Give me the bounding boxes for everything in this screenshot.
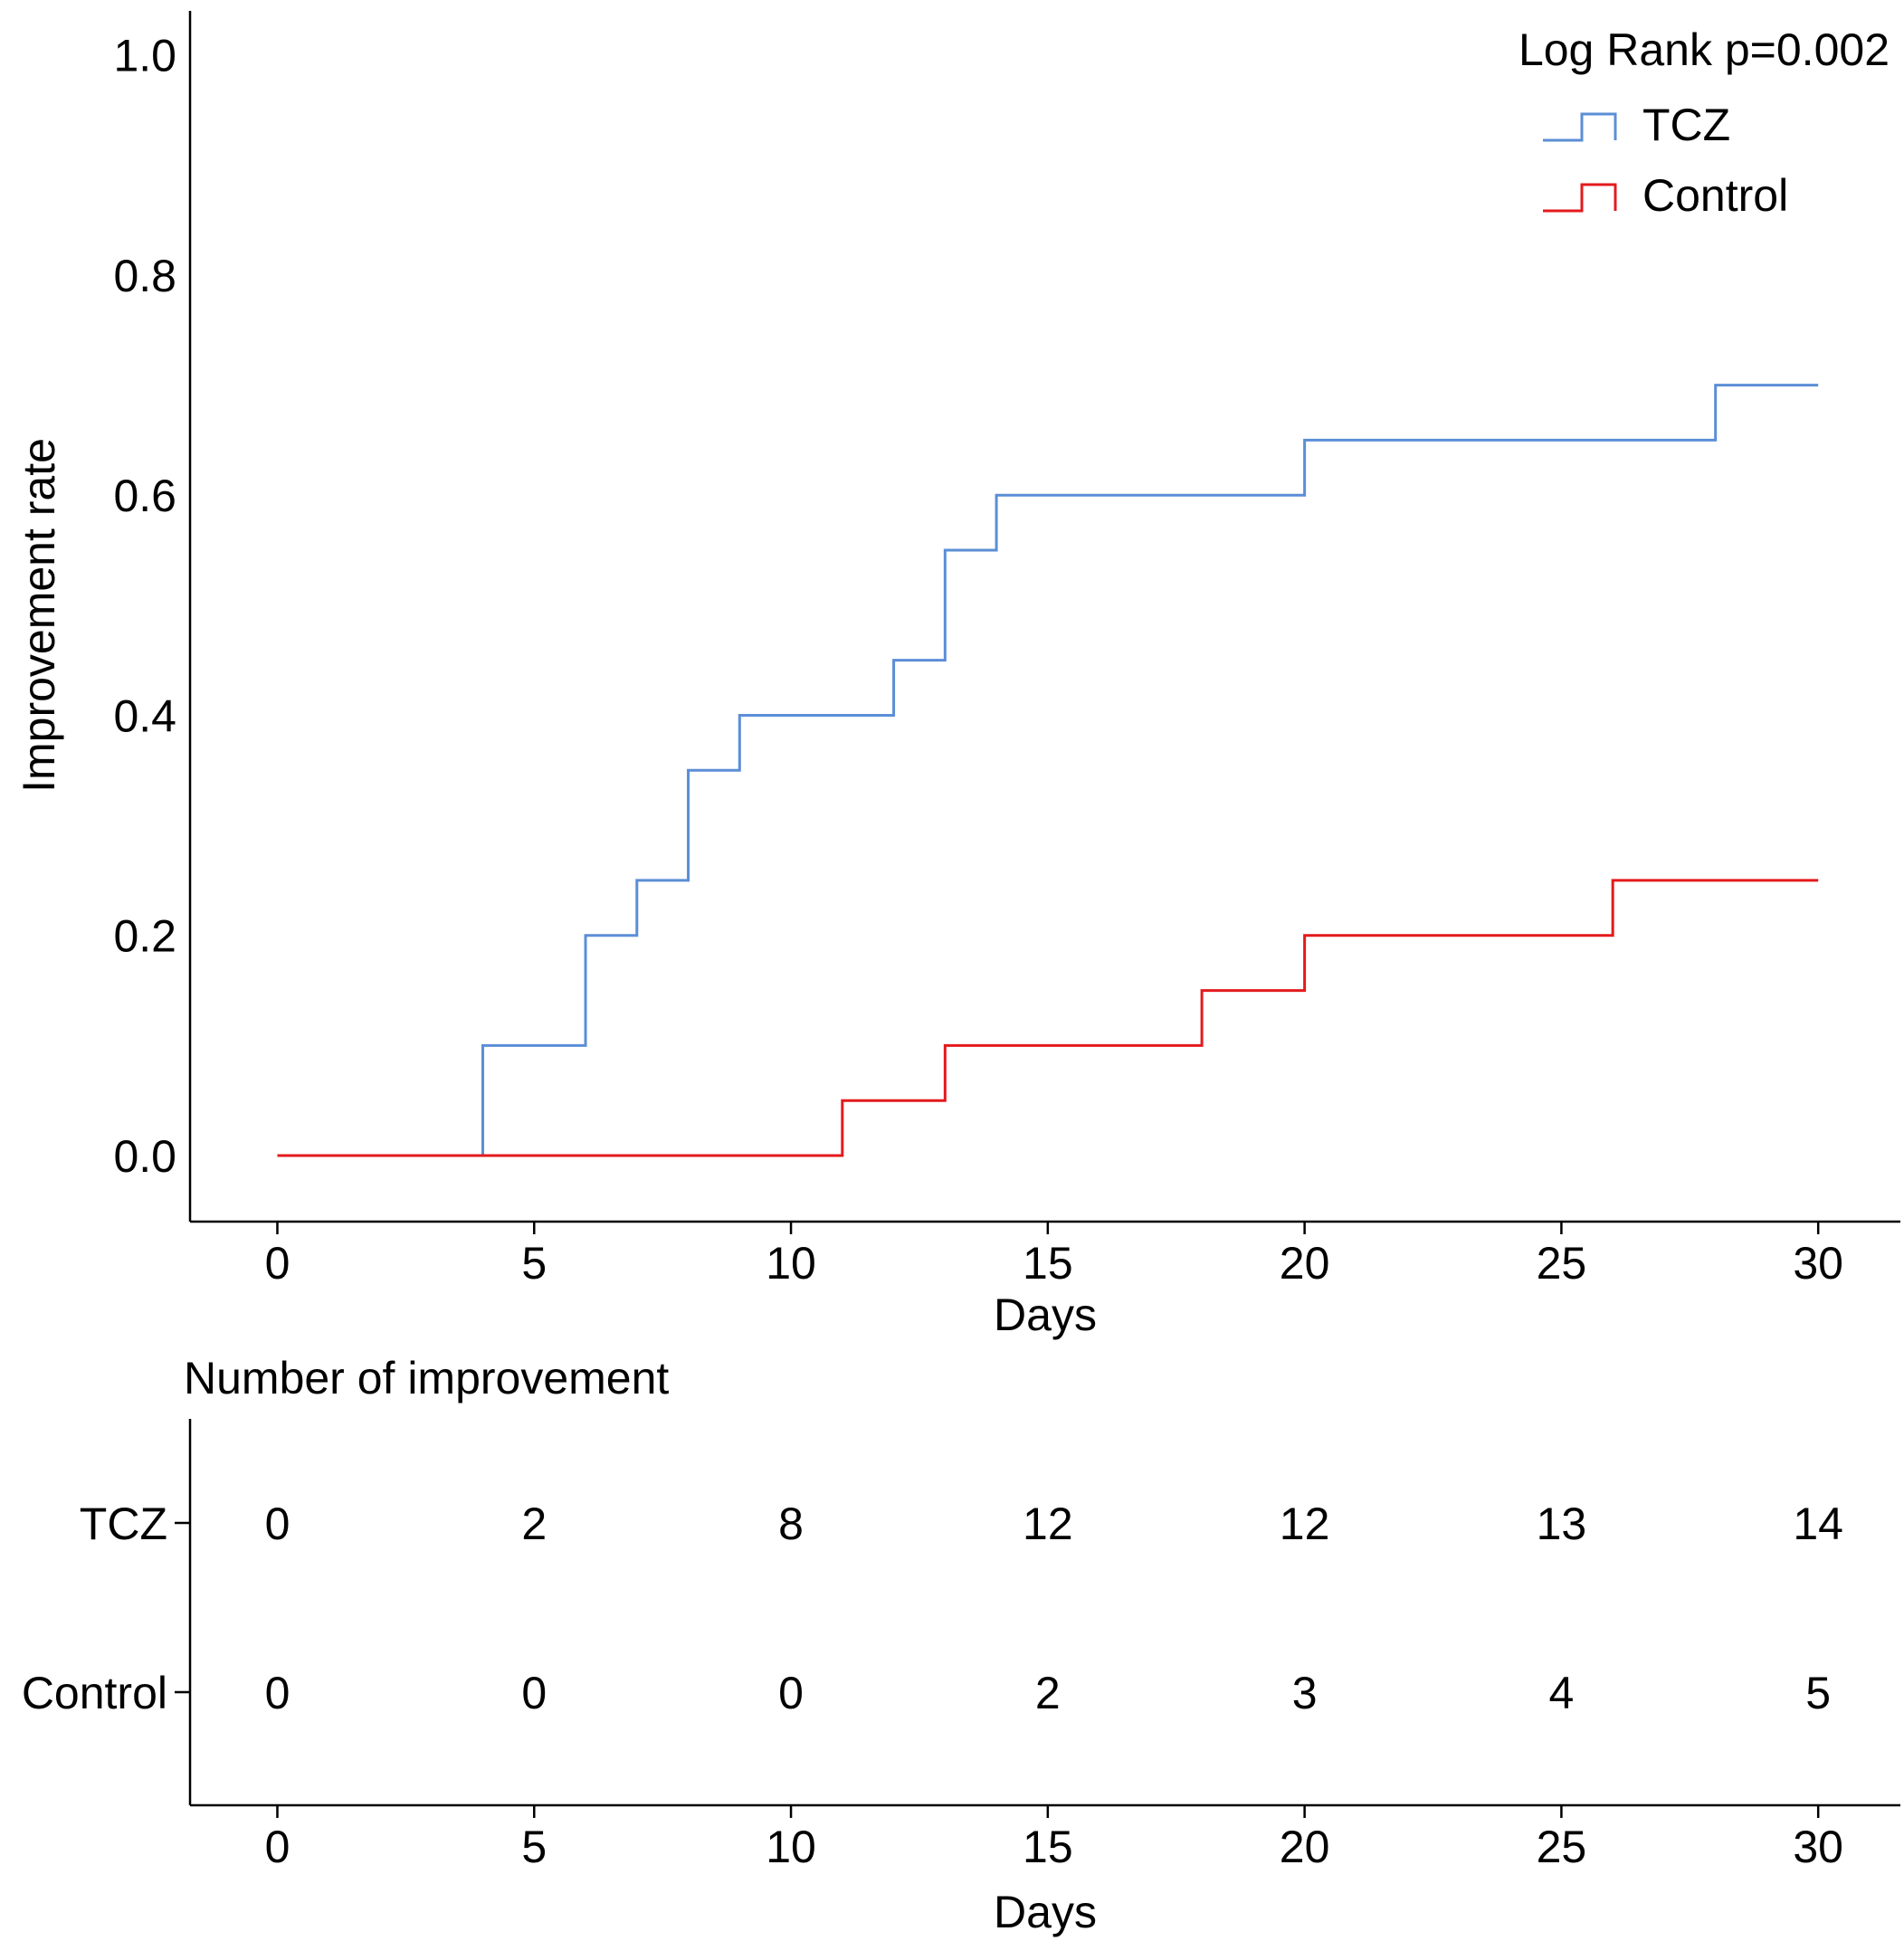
improvement-curve-panel: 0.0 0.2 0.4 0.6 0.8 1.0 0 5 10 15 20 25 30 Improvem… bbox=[14, 11, 1900, 1340]
x-ticks: 0 5 10 15 20 25 30 bbox=[265, 1222, 1843, 1289]
table-x-tick-label: 20 bbox=[1280, 1822, 1330, 1872]
legend-label-tcz: TCZ bbox=[1642, 100, 1730, 150]
table-x-tick-label: 5 bbox=[521, 1822, 547, 1872]
table-cell: 0 bbox=[521, 1668, 547, 1718]
y-tick-label: 0.8 bbox=[113, 251, 176, 301]
legend-title: Log Rank p=0.002 bbox=[1518, 24, 1890, 75]
x-tick-label: 5 bbox=[521, 1238, 547, 1289]
table-x-tick-label: 15 bbox=[1023, 1822, 1073, 1872]
x-tick-label: 30 bbox=[1793, 1238, 1843, 1289]
table-cell: 0 bbox=[778, 1668, 804, 1718]
table-cell: 14 bbox=[1793, 1499, 1843, 1549]
table-cell: 8 bbox=[778, 1499, 804, 1549]
number-at-risk-panel: Number of improvement TCZ 0 2 8 12 12 13 14 Cont… bbox=[22, 1353, 1900, 1937]
legend-swatch-tcz bbox=[1543, 112, 1617, 142]
table-cell: 5 bbox=[1805, 1668, 1831, 1718]
y-tick-label: 0.0 bbox=[113, 1131, 176, 1182]
table-rows: TCZ 0 2 8 12 12 13 14 Control 0 0 0 2 3 4 5 bbox=[22, 1499, 1843, 1718]
y-tick-label: 1.0 bbox=[113, 31, 176, 81]
x-tick-label: 25 bbox=[1537, 1238, 1587, 1289]
x-axis-title: Days bbox=[994, 1289, 1097, 1340]
table-cell: 0 bbox=[265, 1668, 290, 1718]
table-x-tick-label: 10 bbox=[766, 1822, 816, 1872]
series-layer bbox=[277, 384, 1819, 1157]
x-tick-label: 10 bbox=[766, 1238, 816, 1289]
series-line-control bbox=[277, 879, 1819, 1157]
table-x-ticks: 0 5 10 15 20 25 30 bbox=[265, 1805, 1843, 1872]
table-cell: 2 bbox=[521, 1499, 547, 1549]
table-x-tick-label: 25 bbox=[1537, 1822, 1587, 1872]
table-x-tick-label: 0 bbox=[265, 1822, 290, 1872]
x-tick-label: 0 bbox=[265, 1238, 290, 1289]
table-cell: 0 bbox=[265, 1499, 290, 1549]
legend-swatch-control bbox=[1543, 183, 1617, 213]
legend: Log Rank p=0.002 TCZ Control bbox=[1518, 24, 1890, 221]
table-row-label-control: Control bbox=[22, 1668, 167, 1718]
legend-label-control: Control bbox=[1642, 170, 1788, 221]
table-cell: 3 bbox=[1292, 1668, 1318, 1718]
table-cell: 2 bbox=[1035, 1668, 1061, 1718]
table-cell: 13 bbox=[1537, 1499, 1587, 1549]
table-x-axis-title: Days bbox=[994, 1887, 1097, 1937]
table-x-tick-label: 30 bbox=[1793, 1822, 1843, 1872]
table-cell: 12 bbox=[1280, 1499, 1330, 1549]
x-tick-label: 15 bbox=[1023, 1238, 1073, 1289]
y-tick-label: 0.6 bbox=[113, 471, 176, 521]
y-axis-title: Improvement rate bbox=[14, 438, 64, 793]
table-cell: 4 bbox=[1548, 1668, 1574, 1718]
x-tick-label: 20 bbox=[1280, 1238, 1330, 1289]
table-cell: 12 bbox=[1023, 1499, 1073, 1549]
y-tick-label: 0.4 bbox=[113, 690, 176, 741]
y-ticks: 0.0 0.2 0.4 0.6 0.8 1.0 bbox=[113, 31, 176, 1182]
series-line-tcz bbox=[277, 384, 1819, 1157]
table-title: Number of improvement bbox=[184, 1353, 669, 1403]
y-tick-label: 0.2 bbox=[113, 911, 176, 962]
table-row-label-tcz: TCZ bbox=[80, 1499, 167, 1549]
